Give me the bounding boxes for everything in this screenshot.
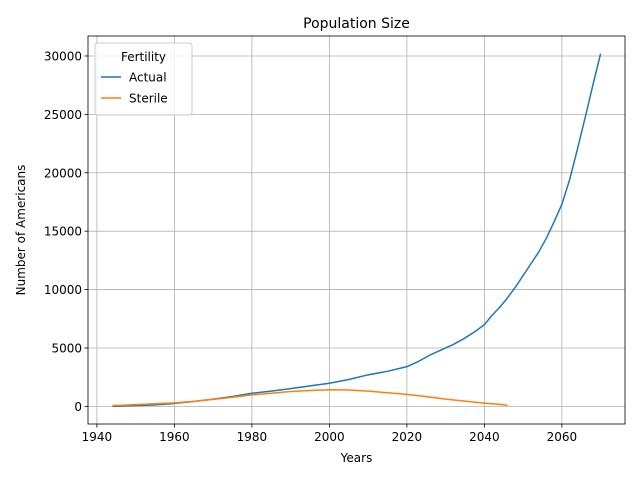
y-tick-label: 0	[74, 400, 82, 414]
x-axis-label: Years	[340, 451, 373, 465]
y-tick-label: 10000	[44, 283, 82, 297]
legend-box	[94, 42, 193, 116]
x-tick-label: 1940	[82, 430, 113, 444]
legend-title: Fertility	[121, 50, 166, 64]
series-lines	[112, 53, 602, 408]
y-axis-label: Number of Americans	[14, 165, 28, 296]
x-tick-label: 1980	[237, 430, 268, 444]
x-tick-label: 2000	[314, 430, 345, 444]
y-tick-label: 5000	[51, 341, 82, 355]
series-line-actual	[112, 53, 602, 408]
plot-frame	[87, 35, 626, 425]
x-tick-label: 2060	[547, 430, 578, 444]
legend-label-actual: Actual	[129, 71, 167, 85]
y-tick-label: 15000	[44, 225, 82, 239]
legend: Fertility Actual Sterile	[94, 42, 193, 116]
chart-title: Population Size	[303, 16, 410, 32]
y-tick-label: 25000	[44, 108, 82, 122]
axis-ticks: 1940 1960 1980 2000 2020 2040 2060 0 5000 10000 15…	[44, 49, 577, 444]
legend-label-sterile: Sterile	[129, 92, 168, 106]
y-tick-label: 30000	[44, 49, 82, 63]
x-tick-label: 2020	[392, 430, 423, 444]
x-tick-label: 1960	[159, 430, 190, 444]
series-line-sterile	[112, 389, 508, 407]
x-tick-label: 2040	[469, 430, 500, 444]
y-tick-label: 20000	[44, 166, 82, 180]
